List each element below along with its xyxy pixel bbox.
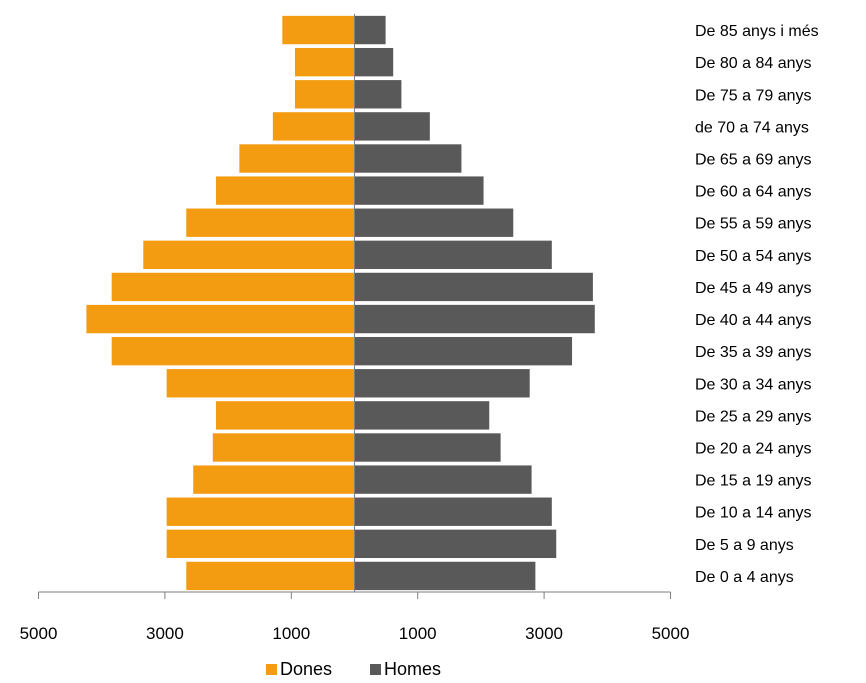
bar-dones-2 (293, 79, 355, 110)
category-label-10: De 35 a 39 anys (695, 344, 812, 361)
category-label-5: De 60 a 64 anys (695, 184, 812, 201)
category-label-4: De 65 a 69 anys (695, 152, 812, 169)
category-label-15: De 10 a 14 anys (695, 505, 812, 522)
bar-dones-4 (238, 143, 355, 174)
bar-homes-13 (354, 432, 502, 463)
legend-dones-swatch (266, 664, 277, 675)
category-label-17: De 0 a 4 anys (695, 569, 794, 586)
legend-dones: Dones (266, 659, 332, 679)
bar-homes-4 (354, 143, 463, 174)
bar-homes-3 (354, 111, 431, 142)
bar-homes-1 (354, 46, 395, 78)
bar-dones-9 (85, 303, 356, 335)
bar-dones-15 (165, 496, 355, 527)
category-labels: De 85 anys i més De 80 a 84 anys De 75 a 7… (695, 23, 819, 586)
legend-homes: Homes (370, 659, 441, 679)
bar-homes-0 (354, 14, 387, 46)
category-label-6: De 55 a 59 anys (695, 216, 812, 233)
men-bars (354, 14, 596, 592)
legend-homes-swatch (370, 664, 381, 675)
category-label-2: De 75 a 79 anys (695, 87, 812, 104)
bar-dones-1 (293, 46, 355, 78)
legend-homes-label: Homes (384, 659, 441, 679)
bar-dones-13 (211, 432, 355, 463)
bar-dones-11 (165, 368, 355, 399)
bar-dones-16 (165, 528, 355, 560)
bar-dones-6 (185, 207, 355, 238)
bar-dones-5 (214, 175, 355, 206)
bar-dones-12 (214, 400, 355, 431)
legend: Dones Homes (266, 659, 441, 679)
x-tick-label-3: 1000 (399, 624, 437, 643)
bar-homes-8 (354, 271, 594, 303)
category-label-0: De 85 anys i més (695, 23, 819, 40)
bar-dones-0 (281, 14, 356, 46)
category-label-1: De 80 a 84 anys (695, 55, 812, 72)
x-tick-label-1: 3000 (146, 624, 184, 643)
x-tick-label-0: 5000 (20, 624, 58, 643)
bar-dones-3 (271, 111, 355, 142)
category-label-9: De 40 a 44 anys (695, 312, 812, 329)
bar-dones-14 (192, 464, 355, 495)
category-label-11: De 30 a 34 anys (695, 376, 812, 393)
category-label-3: de 70 a 74 anys (695, 119, 809, 136)
x-tick-label-5: 5000 (652, 624, 690, 643)
bar-homes-14 (354, 464, 533, 495)
bar-homes-17 (354, 560, 537, 592)
women-bars (85, 14, 356, 592)
bar-homes-7 (354, 239, 553, 271)
bar-dones-17 (185, 560, 355, 592)
bar-homes-6 (354, 207, 515, 238)
x-tick-label-4: 3000 (525, 624, 563, 643)
bar-homes-15 (354, 496, 553, 527)
bar-homes-10 (354, 335, 574, 367)
category-label-14: De 15 a 19 anys (695, 473, 812, 490)
legend-dones-label: Dones (280, 659, 332, 679)
x-tick-label-2: 1000 (272, 624, 310, 643)
bar-homes-2 (354, 79, 403, 110)
category-label-13: De 20 a 24 anys (695, 441, 812, 458)
bar-dones-8 (110, 271, 356, 303)
bar-homes-9 (354, 303, 596, 335)
category-label-8: De 45 a 49 anys (695, 280, 812, 297)
category-label-12: De 25 a 29 anys (695, 408, 812, 425)
bar-dones-10 (110, 335, 356, 367)
bar-homes-5 (354, 175, 485, 206)
bar-homes-11 (354, 368, 531, 399)
bar-homes-12 (354, 400, 491, 431)
category-label-16: De 5 a 9 anys (695, 537, 794, 554)
x-axis: 5000 3000 1000 1000 3000 5000 (20, 14, 690, 643)
bar-dones-7 (142, 239, 355, 271)
category-label-7: De 50 a 54 anys (695, 248, 812, 265)
bar-homes-16 (354, 528, 558, 560)
